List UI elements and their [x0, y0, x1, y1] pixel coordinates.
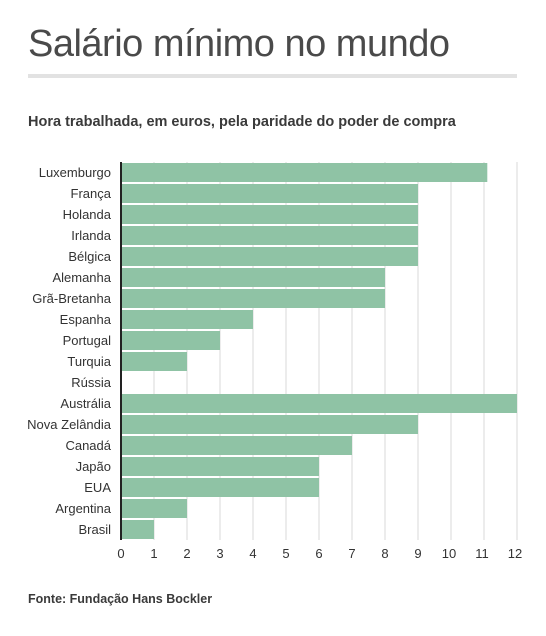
- bar-canadá: [121, 436, 352, 455]
- category-label: Argentina: [55, 501, 111, 516]
- bar-eua: [121, 478, 319, 497]
- x-tick-label: 8: [381, 546, 388, 561]
- bar-japão: [121, 457, 319, 476]
- category-label: Espanha: [60, 312, 112, 327]
- bar-chart: Luxemburgo França Holanda Irlanda Bélgica Ale…: [27, 162, 522, 561]
- x-tick-label: 11: [475, 546, 489, 561]
- chart-title: Salário mínimo no mundo: [28, 23, 450, 65]
- x-tick-label: 4: [249, 546, 256, 561]
- category-label: França: [71, 186, 112, 201]
- bar-luxemburgo: [121, 163, 488, 182]
- category-label: Austrália: [60, 396, 111, 411]
- x-tick-label: 2: [183, 546, 190, 561]
- category-label: Brasil: [78, 522, 111, 537]
- category-label: Japão: [76, 459, 111, 474]
- gridlines: [153, 162, 518, 540]
- x-axis-ticks: 0 1 2 3 4 5 6 7 8 9 10 11 12: [117, 546, 522, 561]
- chart-subtitle: Hora trabalhada, em euros, pela paridade…: [28, 114, 456, 130]
- bar-frança: [121, 184, 418, 203]
- bar-holanda: [121, 205, 418, 224]
- x-tick-label: 6: [315, 546, 322, 561]
- x-tick-label: 3: [216, 546, 223, 561]
- category-label: Nova Zelândia: [27, 417, 112, 432]
- category-label: Holanda: [63, 207, 112, 222]
- bar-grã-bretanha: [121, 289, 385, 308]
- category-label: Rússia: [71, 375, 112, 390]
- bar-alemanha: [121, 268, 385, 287]
- category-label: Turquia: [67, 354, 111, 369]
- bar-espanha: [121, 310, 253, 329]
- category-labels: Luxemburgo França Holanda Irlanda Bélgica Ale…: [27, 165, 112, 537]
- bar-brasil: [121, 520, 154, 539]
- x-tick-label: 10: [442, 546, 456, 561]
- source-note: Fonte: Fundação Hans Bockler: [28, 592, 213, 606]
- category-label: Canadá: [65, 438, 111, 453]
- bar-argentina: [121, 499, 187, 518]
- bars: [121, 163, 517, 539]
- x-tick-label: 12: [508, 546, 522, 561]
- x-tick-label: 1: [150, 546, 157, 561]
- x-tick-label: 9: [414, 546, 421, 561]
- x-tick-label: 7: [348, 546, 355, 561]
- bar-turquia: [121, 352, 187, 371]
- bar-nova-zelândia: [121, 415, 418, 434]
- title-divider: [28, 74, 517, 78]
- category-label: Luxemburgo: [39, 165, 111, 180]
- category-label: EUA: [84, 480, 111, 495]
- category-label: Irlanda: [71, 228, 112, 243]
- category-label: Portugal: [63, 333, 112, 348]
- x-tick-label: 5: [282, 546, 289, 561]
- category-label: Grã-Bretanha: [32, 291, 112, 306]
- x-tick-label: 0: [117, 546, 124, 561]
- bar-austrália: [121, 394, 517, 413]
- bar-bélgica: [121, 247, 418, 266]
- bar-irlanda: [121, 226, 418, 245]
- category-label: Bélgica: [68, 249, 111, 264]
- bar-portugal: [121, 331, 220, 350]
- category-label: Alemanha: [52, 270, 111, 285]
